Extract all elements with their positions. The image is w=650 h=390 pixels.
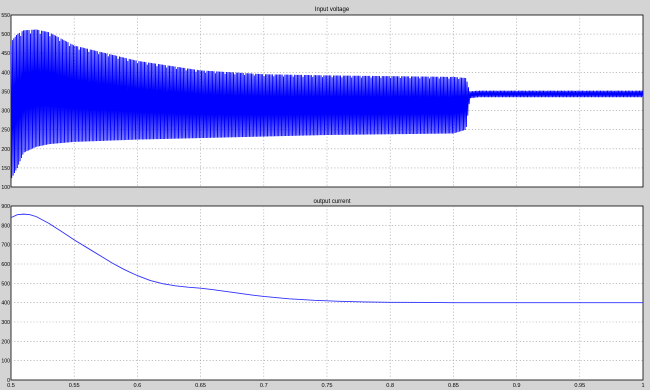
tick-labels: 0 100 200 300 400 500 600 700 800 900 0.5 0.55 0.6 0.… <box>1 204 644 389</box>
y-tick-label: 100 <box>1 359 10 365</box>
x-tick-label: 0.65 <box>195 383 206 389</box>
y-tick-label: 150 <box>1 166 10 172</box>
y-tick-label: 200 <box>1 147 10 153</box>
tick-labels: 100 150 200 250 300 350 400 450 500 550 <box>1 13 10 191</box>
panel-input-voltage: Input voltage 100 150 200 250 300 350 400 450 50… <box>1 7 644 191</box>
y-tick-label: 450 <box>1 51 10 57</box>
x-tick-label: 0.75 <box>322 383 333 389</box>
grid-lines <box>11 206 643 380</box>
x-tick-label: 0.85 <box>448 383 459 389</box>
y-tick-label: 350 <box>1 89 10 95</box>
panel-output-current: output current 0 100 200 300 400 500 600 700 800… <box>1 199 644 389</box>
y-tick-label: 100 <box>1 185 10 191</box>
x-tick-label: 1 <box>641 383 644 389</box>
x-tick-label: 0.6 <box>134 383 142 389</box>
y-tick-label: 550 <box>1 13 10 19</box>
series-line <box>10 29 644 179</box>
y-tick-label: 200 <box>1 339 10 345</box>
y-tick-label: 900 <box>1 204 10 210</box>
x-tick-label: 0.95 <box>574 383 585 389</box>
y-tick-label: 400 <box>1 301 10 307</box>
y-tick-label: 400 <box>1 70 10 76</box>
y-tick-label: 0 <box>7 378 10 384</box>
y-tick-label: 600 <box>1 262 10 268</box>
chart-title: output current <box>313 199 350 205</box>
series-line <box>10 213 643 304</box>
y-tick-label: 300 <box>1 320 10 326</box>
data-layer <box>10 213 643 304</box>
y-tick-label: 500 <box>1 32 10 38</box>
x-tick-label: 0.7 <box>260 383 268 389</box>
y-tick-label: 700 <box>1 243 10 249</box>
y-tick-label: 300 <box>1 109 10 115</box>
x-tick-label: 0.9 <box>513 383 521 389</box>
x-tick-label: 0.55 <box>69 383 80 389</box>
y-tick-label: 250 <box>1 128 10 134</box>
data-layer <box>10 29 644 179</box>
x-tick-label: 0.5 <box>7 383 15 389</box>
chart-title: Input voltage <box>315 7 350 13</box>
y-tick-label: 800 <box>1 223 10 229</box>
x-tick-label: 0.8 <box>386 383 394 389</box>
y-tick-label: 500 <box>1 281 10 287</box>
